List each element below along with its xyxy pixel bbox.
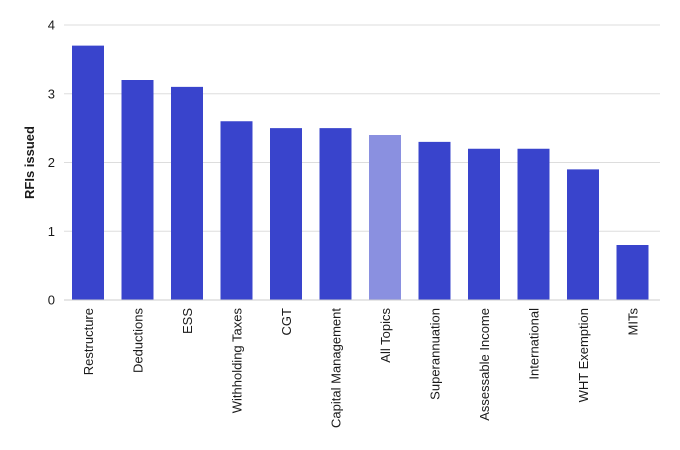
y-tick-label: 2 — [48, 155, 55, 170]
x-tick-label: Deductions — [131, 308, 146, 374]
x-tick-label: Assessable Income — [477, 308, 492, 421]
x-tick-label: Capital Management — [329, 308, 344, 428]
bar-capital-management — [319, 128, 352, 300]
bar-ess — [171, 86, 203, 300]
bars — [72, 45, 649, 300]
y-axis-ticks: 0 1 2 3 4 — [48, 18, 55, 308]
x-tick-label: Withholding Taxes — [230, 308, 245, 414]
x-axis-ticks: Restructure Deductions ESS Withholding Taxe… — [81, 308, 641, 428]
bar-wht-exemption — [567, 169, 599, 300]
bar-withholding-taxes — [220, 121, 253, 300]
x-tick-label: ESS — [180, 308, 195, 334]
x-tick-label: International — [527, 308, 542, 380]
bar-assessable-income — [468, 148, 500, 300]
x-tick-label: CGT — [279, 308, 294, 336]
y-tick-label: 4 — [48, 18, 55, 33]
bar-restructure — [72, 45, 104, 300]
bar-superannuation — [418, 141, 451, 300]
x-tick-label: MITs — [626, 308, 641, 336]
y-tick-label: 0 — [48, 293, 55, 308]
bar-mits — [616, 245, 649, 300]
bar-cgt — [270, 128, 302, 300]
y-tick-label: 1 — [48, 224, 55, 239]
x-tick-label: WHT Exemption — [576, 308, 591, 402]
x-tick-label: Restructure — [81, 308, 96, 375]
bar-all-topics — [369, 135, 401, 300]
bar-international — [517, 148, 550, 300]
x-tick-label: Superannuation — [428, 308, 443, 400]
x-tick-label: All Topics — [378, 308, 393, 363]
y-axis-title: RFIs issued — [22, 126, 37, 199]
y-tick-label: 3 — [48, 86, 55, 101]
bar-deductions — [121, 80, 154, 300]
gridlines — [64, 24, 660, 232]
